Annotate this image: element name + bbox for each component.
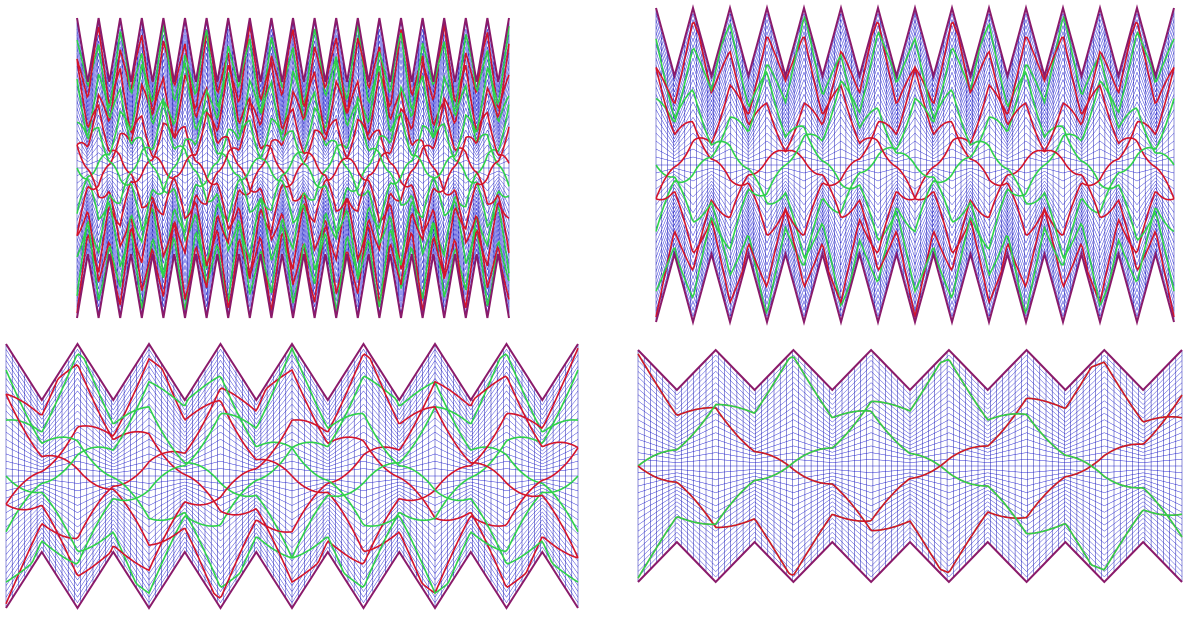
- figure: [0, 0, 1184, 621]
- page: (() => { const data = JSON.parse(documen…: [0, 0, 1184, 621]
